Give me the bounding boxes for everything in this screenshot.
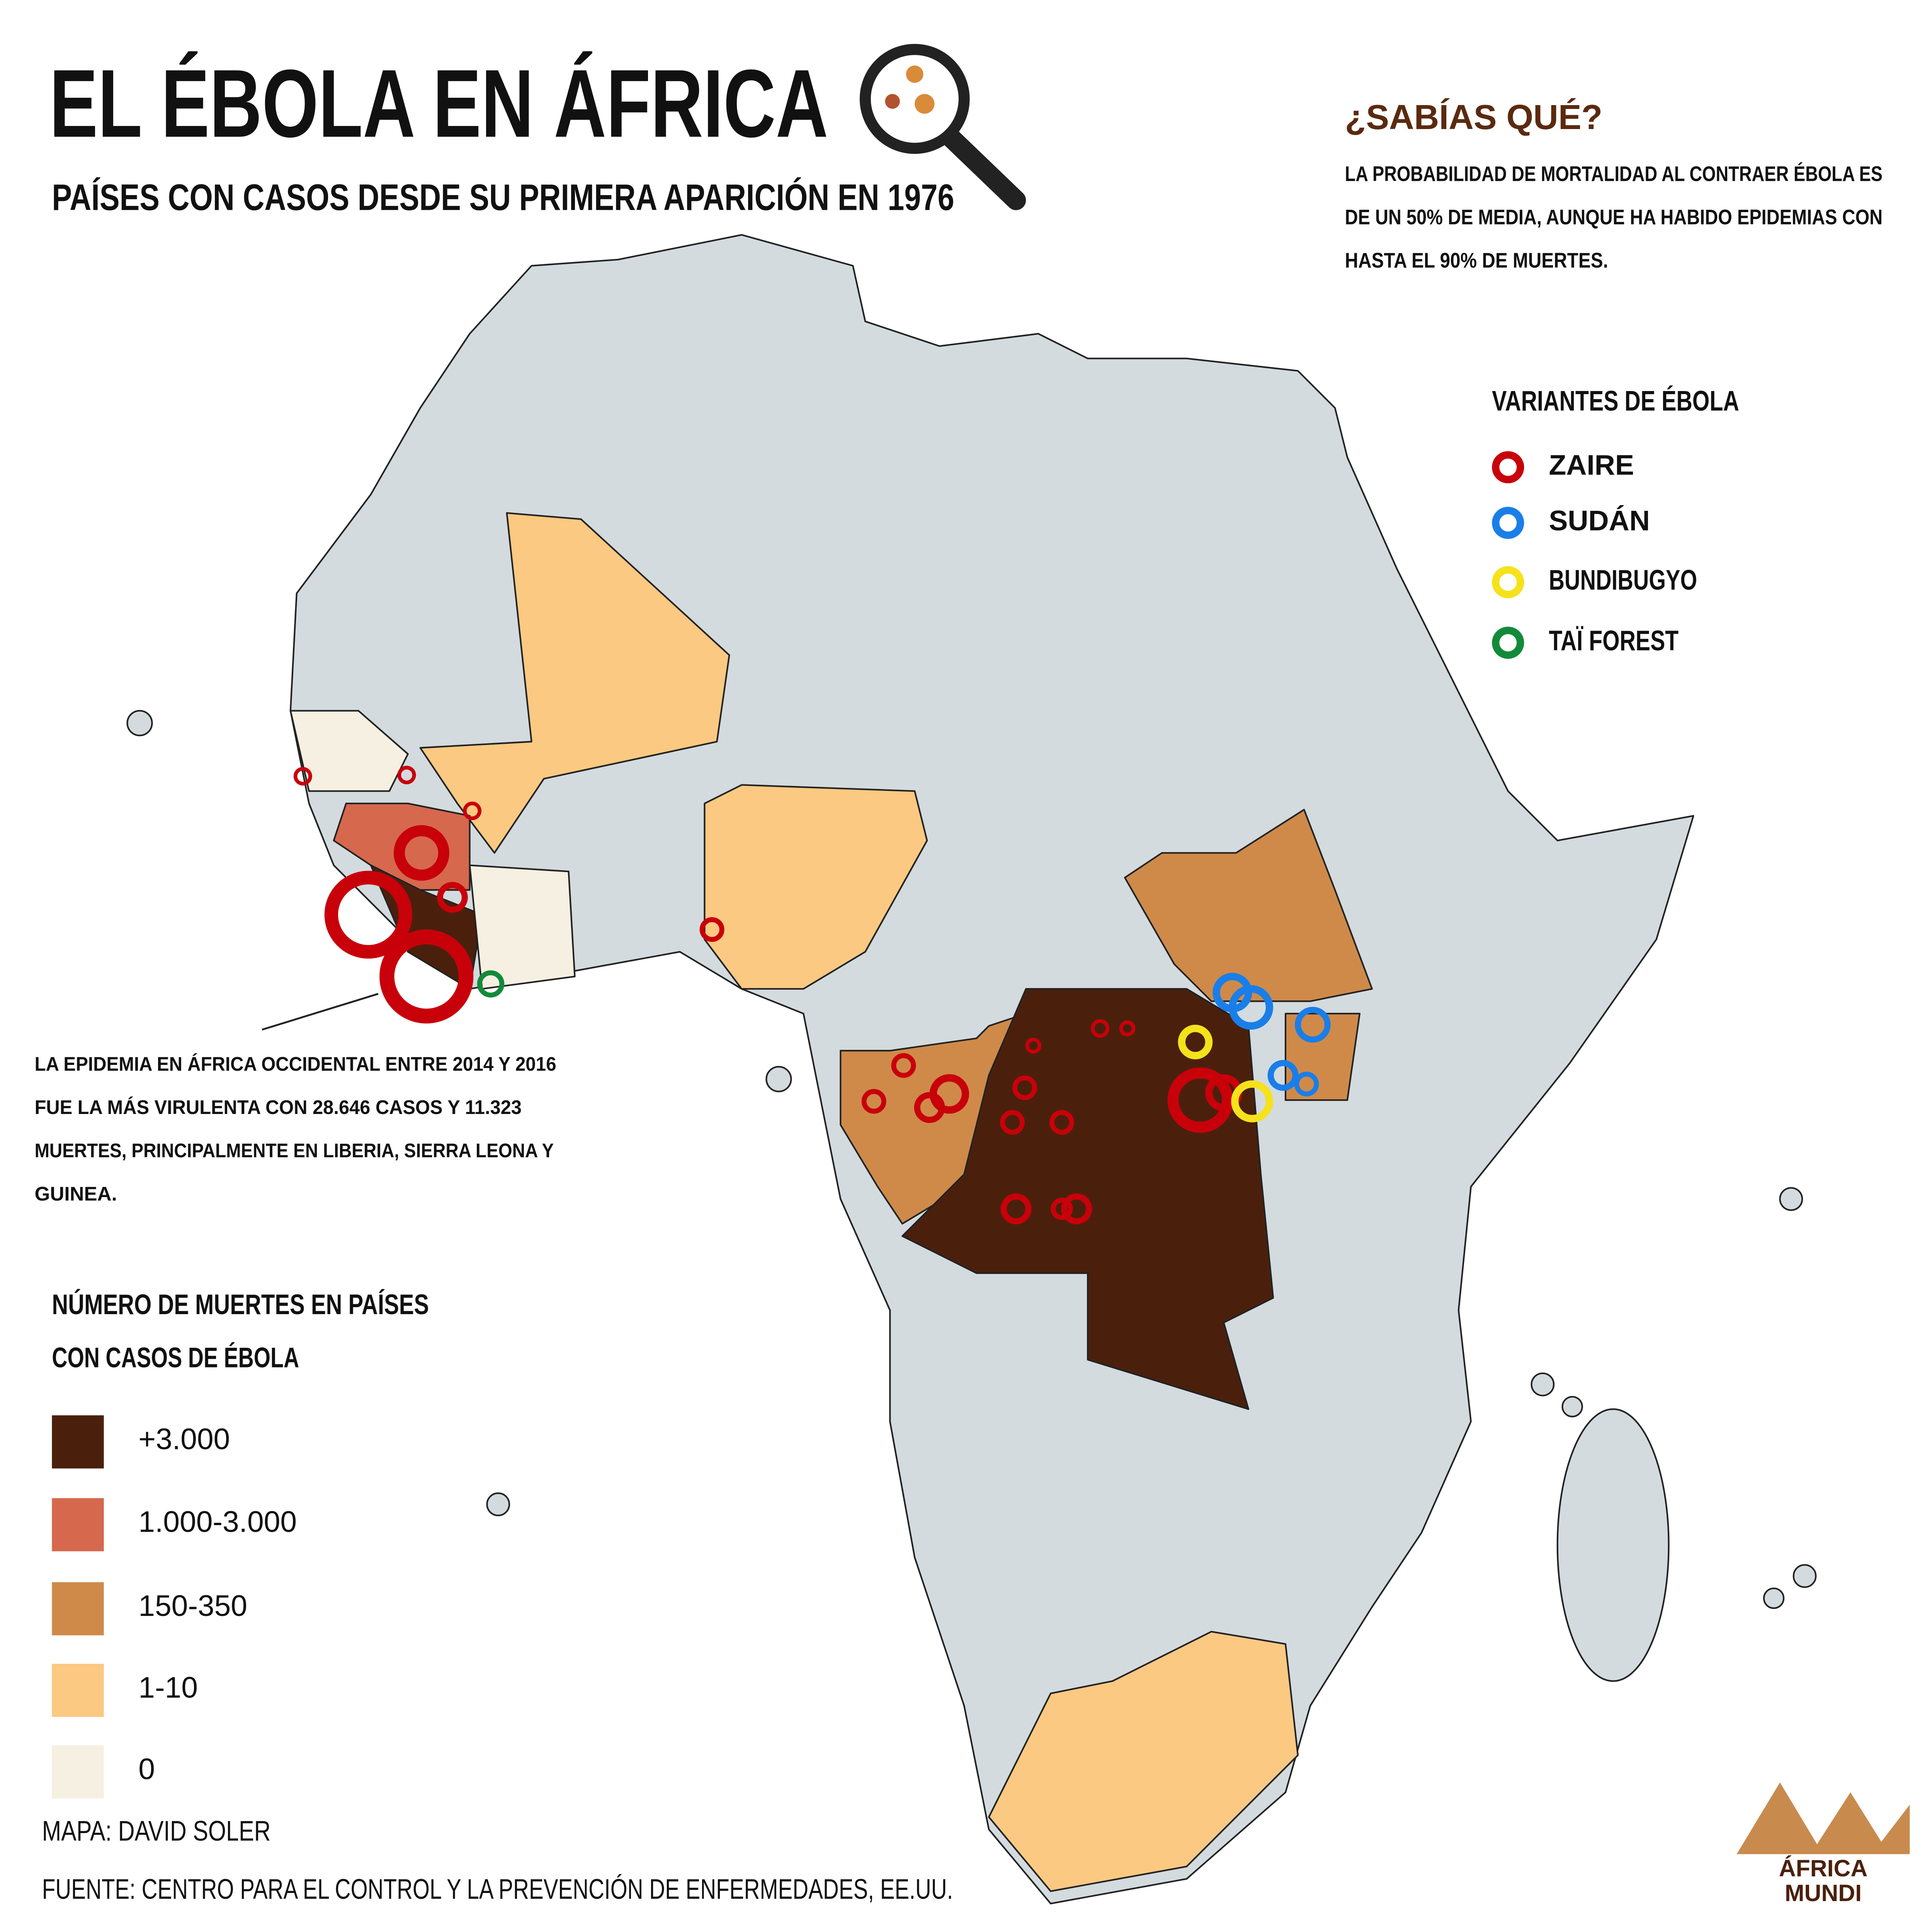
annotation-arrow: [262, 993, 379, 1031]
annotation-line: LA EPIDEMIA EN ÁFRICA OCCIDENTAL ENTRE 2…: [35, 1053, 556, 1075]
credit-map: MAPA: DAVID SOLER: [42, 1815, 271, 1847]
island: [1561, 1396, 1583, 1418]
outbreak-zaire: [1091, 1019, 1110, 1038]
legend-label: TAÏ FOREST: [1549, 624, 1679, 656]
outbreak-zaire: [1049, 1110, 1074, 1135]
legend-label: ZAIRE: [1549, 449, 1634, 481]
outbreak-bundibugyo: [1178, 1024, 1213, 1060]
legend-label: 1.000-3.000: [138, 1506, 297, 1539]
outbreak-zaire: [293, 767, 312, 786]
variants-legend: VARIANTES DE ÉBOLA ZAIRE SUDÁN BUNDIBUGY…: [1492, 384, 1739, 659]
annotation-line: FUE LA MÁS VIRULENTA CON 28.646 CASOS Y …: [35, 1096, 522, 1118]
outbreak-zaire: [891, 1053, 916, 1078]
legend-label: +3.000: [138, 1423, 230, 1456]
annotation-line: GUINEA.: [35, 1183, 117, 1205]
legend-label: 1-10: [138, 1671, 198, 1704]
annotation-line: MUERTES, PRINCIPALMENTE EN LIBERIA, SIER…: [35, 1139, 554, 1162]
outbreak-bundibugyo: [1231, 1080, 1273, 1122]
legend-swatch: [1492, 507, 1524, 539]
variants-title: VARIANTES DE ÉBOLA: [1492, 384, 1739, 417]
outbreak-zaire: [1167, 1067, 1233, 1133]
outbreak-sudan: [1294, 1071, 1319, 1097]
logo: ÁFRICA MUNDI: [1736, 1782, 1910, 1906]
outbreaks: [293, 765, 1331, 1225]
outbreak-zaire: [1012, 1075, 1037, 1100]
outbreak-zaire: [1051, 1197, 1073, 1220]
header: EL ÉBOLA EN ÁFRICA PAÍSES CON CASOS DESD…: [49, 44, 1026, 218]
outbreak-zaire: [861, 1089, 886, 1114]
deaths-legend: NÚMERO DE MUERTES EN PAÍSES CON CASOS DE…: [52, 1288, 429, 1799]
legend-swatch: [52, 1582, 104, 1636]
icon-dot: [885, 94, 900, 109]
legend-swatch: [52, 1663, 104, 1717]
outbreak-zaire: [379, 929, 474, 1024]
legend-swatch: [52, 1745, 104, 1799]
magnifier-icon: [859, 44, 970, 154]
fact-title: ¿SABÍAS QUÉ?: [1345, 98, 1602, 136]
legend-label: BUNDIBUGYO: [1549, 564, 1697, 596]
outbreak-zaire: [914, 1092, 945, 1123]
outbreak-zaire: [1025, 1037, 1042, 1054]
island: [765, 1066, 792, 1092]
fact-line: HASTA EL 90% DE MUERTES.: [1345, 249, 1608, 272]
island: [486, 1492, 510, 1517]
south-sudan: [1124, 809, 1373, 1002]
nigeria: [704, 784, 928, 990]
logo-text: ÁFRICA: [1779, 1855, 1868, 1881]
outbreak-zaire: [397, 765, 416, 784]
outbreak-zaire: [1000, 1110, 1025, 1135]
cote-divoire: [469, 864, 576, 990]
outbreak-zaire: [324, 871, 412, 959]
legend-swatch: [1492, 626, 1524, 659]
title: EL ÉBOLA EN ÁFRICA: [49, 49, 828, 157]
deaths-title: CON CASOS DE ÉBOLA: [52, 1341, 299, 1373]
island: [1763, 1587, 1785, 1609]
legend-label: 150-350: [138, 1590, 247, 1622]
deaths-title: NÚMERO DE MUERTES EN PAÍSES: [52, 1288, 429, 1320]
mali: [419, 512, 730, 854]
outbreak-zaire: [1119, 1020, 1136, 1037]
outbreak-zaire: [393, 825, 449, 881]
logo-text: MUNDI: [1785, 1880, 1862, 1906]
logo-mountains: [1736, 1782, 1910, 1854]
icon-dot: [915, 94, 935, 114]
credit-source: FUENTE: CENTRO PARA EL CONTROL Y LA PREV…: [42, 1873, 953, 1905]
subtitle: PAÍSES CON CASOS DESDE SU PRIMERA APARIC…: [52, 177, 954, 218]
outbreak-zaire: [437, 882, 468, 913]
madagascar: [1556, 1408, 1670, 1682]
fact-line: DE UN 50% DE MEDIA, AUNQUE HA HABIDO EPI…: [1345, 206, 1883, 229]
annotation: LA EPIDEMIA EN ÁFRICA OCCIDENTAL ENTRE 2…: [35, 1053, 556, 1205]
outbreak-zaire: [1061, 1193, 1092, 1225]
fact-line: LA PROBABILIDAD DE MORTALIDAD AL CONTRAE…: [1345, 162, 1883, 186]
legend-label: SUDÁN: [1549, 505, 1650, 537]
island: [1531, 1372, 1555, 1396]
fact-box: ¿SABÍAS QUÉ? LA PROBABILIDAD DE MORTALID…: [1345, 98, 1883, 272]
outbreak-sudan: [1294, 1007, 1331, 1043]
outbreak-zaire: [463, 801, 482, 820]
outbreak-tai-forest: [477, 970, 505, 998]
outbreak-zaire: [699, 917, 724, 942]
island: [1779, 1187, 1803, 1211]
south-africa: [988, 1631, 1299, 1892]
outbreak-zaire: [1000, 1193, 1032, 1225]
outbreak-sudan: [1228, 985, 1273, 1030]
legend-swatch: [52, 1498, 104, 1551]
icon-dot: [906, 65, 923, 83]
legend-label: 0: [138, 1753, 155, 1786]
magnifier-handle: [942, 128, 1026, 210]
island: [1793, 1564, 1817, 1588]
outbreak-sudan: [1267, 1060, 1299, 1091]
legend-swatch: [1492, 566, 1524, 599]
legend-swatch: [52, 1415, 104, 1469]
legend-swatch: [1492, 451, 1524, 483]
map: [126, 234, 1817, 1905]
island: [126, 710, 153, 736]
